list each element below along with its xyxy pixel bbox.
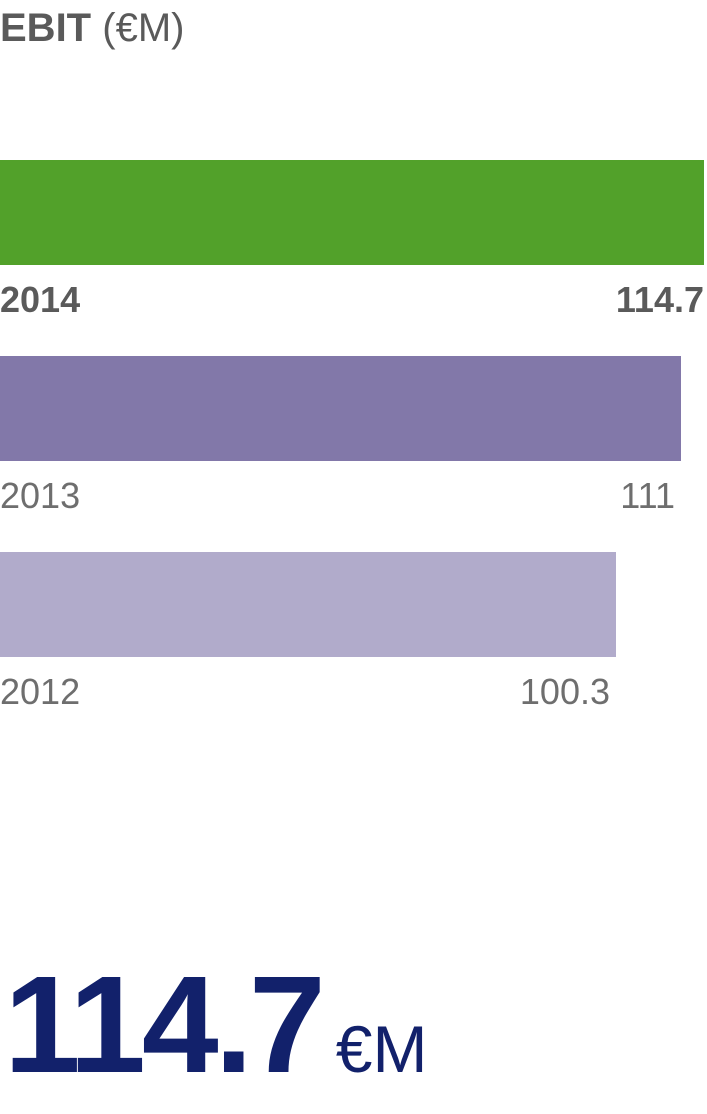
- highlight-value: 114.7: [4, 948, 326, 1102]
- value-label-2012: 100.3: [519, 671, 610, 712]
- bar-2014: [0, 160, 704, 265]
- category-label-2014: 2014: [0, 279, 81, 320]
- highlight-figure: 114.7 €M: [4, 956, 428, 1114]
- bar-2012: [0, 552, 616, 657]
- bar-2013: [0, 356, 681, 461]
- chart-title: EBIT (€M): [0, 2, 184, 54]
- category-label-2012: 2012: [0, 671, 81, 712]
- value-label-2013: 111: [620, 475, 675, 516]
- chart-title-metric: EBIT: [0, 6, 92, 50]
- value-label-2014: 114.7: [615, 279, 704, 320]
- highlight-unit: €M: [335, 1012, 428, 1086]
- category-label-2013: 2013: [0, 475, 81, 516]
- chart-title-unit: (€M): [102, 6, 185, 50]
